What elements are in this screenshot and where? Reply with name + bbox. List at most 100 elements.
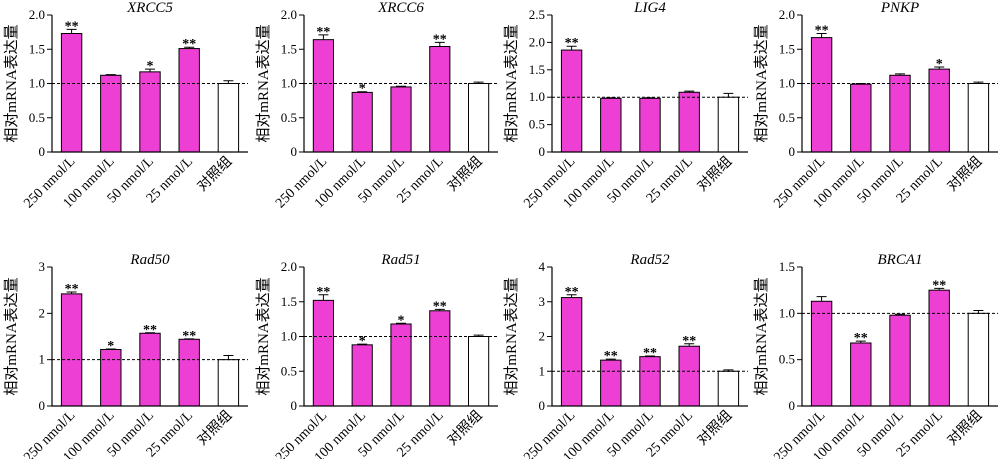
y-tick-label: 0 bbox=[539, 398, 546, 413]
bar bbox=[60, 293, 83, 407]
y-tick-label: 1.5 bbox=[29, 41, 45, 56]
error-bar bbox=[66, 291, 77, 294]
y-tick-label: 2.0 bbox=[29, 7, 45, 22]
error-bar bbox=[566, 45, 577, 51]
y-tick-label: 1.0 bbox=[529, 89, 545, 104]
bar bbox=[468, 83, 490, 153]
y-tick-label: 1.5 bbox=[779, 41, 795, 56]
bar bbox=[390, 86, 412, 153]
y-tick-label: 3 bbox=[539, 294, 546, 309]
significance-marker: * bbox=[359, 82, 366, 97]
y-tick-label: 2.0 bbox=[281, 259, 297, 274]
error-bar bbox=[816, 296, 827, 302]
significance-marker: ** bbox=[854, 331, 868, 346]
y-axis-label: 相对mRNA表达量 bbox=[503, 24, 520, 142]
significance-marker: ** bbox=[433, 299, 447, 314]
bar bbox=[889, 74, 911, 153]
y-tick-label: 0.5 bbox=[281, 110, 297, 125]
y-tick-label: 0 bbox=[789, 398, 796, 413]
y-tick-label: 1 bbox=[39, 352, 46, 367]
bar bbox=[60, 32, 83, 153]
y-tick-label: 2.0 bbox=[529, 34, 545, 49]
significance-marker: ** bbox=[65, 282, 79, 297]
y-tick-label: 0.5 bbox=[29, 110, 45, 125]
error-bar bbox=[473, 334, 484, 337]
y-tick-label: 1.0 bbox=[779, 305, 795, 320]
significance-marker: ** bbox=[316, 25, 330, 40]
bar bbox=[678, 345, 700, 407]
error-bar bbox=[723, 92, 734, 98]
error-bar bbox=[816, 32, 827, 38]
significance-marker: ** bbox=[316, 285, 330, 300]
error-bar bbox=[396, 85, 406, 87]
bar bbox=[717, 96, 740, 153]
error-bar bbox=[357, 91, 368, 93]
bar bbox=[967, 83, 990, 153]
significance-marker: ** bbox=[815, 23, 829, 38]
y-axis-label: 相对mRNA表达量 bbox=[3, 277, 20, 395]
significance-marker: ** bbox=[565, 36, 579, 51]
significance-marker: * bbox=[398, 313, 405, 328]
y-axis-label: 相对mRNA表达量 bbox=[3, 24, 20, 142]
error-bar bbox=[605, 358, 616, 361]
bar bbox=[889, 314, 911, 407]
bar bbox=[178, 338, 200, 407]
bar bbox=[600, 359, 622, 407]
error-bar bbox=[605, 97, 616, 99]
bar bbox=[967, 312, 990, 407]
x-category-label: 对照组 bbox=[944, 154, 985, 195]
chart-title: XRCC5 bbox=[126, 0, 173, 16]
y-tick-label: 2.5 bbox=[529, 7, 545, 22]
error-bar bbox=[934, 66, 945, 70]
significance-marker: ** bbox=[565, 285, 579, 300]
bar bbox=[928, 68, 950, 153]
chart-title: LIG4 bbox=[633, 0, 666, 16]
significance-marker: ** bbox=[143, 323, 157, 338]
bar bbox=[312, 299, 334, 407]
y-tick-label: 1.0 bbox=[281, 329, 297, 344]
bar bbox=[639, 97, 661, 153]
bar bbox=[560, 297, 583, 407]
bar bbox=[560, 49, 583, 153]
y-tick-label: 0 bbox=[539, 144, 546, 159]
y-axis-label: 相对mRNA表达量 bbox=[255, 24, 272, 142]
error-bar bbox=[934, 287, 945, 291]
y-tick-label: 1.0 bbox=[29, 76, 45, 91]
significance-marker: ** bbox=[65, 19, 79, 34]
bar bbox=[678, 91, 700, 153]
x-category-label: 对照组 bbox=[194, 154, 235, 195]
bar bbox=[600, 97, 622, 153]
y-tick-label: 1.5 bbox=[779, 259, 795, 274]
bar bbox=[351, 344, 373, 407]
y-tick-label: 0.5 bbox=[779, 352, 795, 367]
x-category-label: 对照组 bbox=[694, 154, 735, 195]
y-tick-label: 0.5 bbox=[529, 117, 545, 132]
significance-marker: ** bbox=[182, 329, 196, 344]
y-tick-label: 1.5 bbox=[529, 62, 545, 77]
error-bar bbox=[434, 41, 445, 47]
y-tick-label: 2 bbox=[539, 329, 546, 344]
bar bbox=[639, 356, 661, 407]
bar bbox=[717, 370, 740, 407]
significance-marker: ** bbox=[932, 278, 946, 293]
y-tick-label: 1 bbox=[539, 363, 546, 378]
error-bar bbox=[855, 340, 866, 343]
chart-title: Rad51 bbox=[380, 252, 420, 268]
significance-marker: ** bbox=[682, 334, 696, 349]
significance-marker: * bbox=[359, 334, 366, 349]
error-bar bbox=[145, 68, 155, 72]
bar bbox=[217, 359, 240, 407]
y-tick-label: 1.5 bbox=[281, 41, 297, 56]
error-bar bbox=[318, 294, 329, 301]
x-category-label: 对照组 bbox=[444, 408, 485, 449]
x-category-label: 对照组 bbox=[694, 408, 735, 449]
error-bar bbox=[434, 308, 445, 311]
bar bbox=[139, 332, 161, 407]
error-bar bbox=[318, 34, 329, 40]
bar bbox=[850, 83, 872, 153]
y-tick-label: 2.0 bbox=[779, 7, 795, 22]
